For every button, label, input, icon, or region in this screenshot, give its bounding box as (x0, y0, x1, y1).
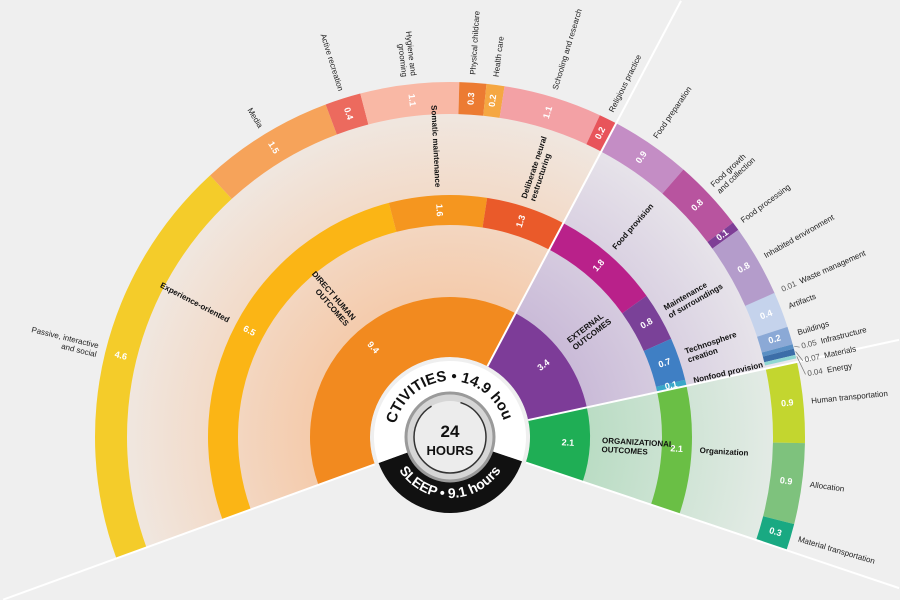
ring-segment-nonfood-provision (655, 379, 687, 393)
label-materials: Materials (823, 344, 857, 360)
value-nonfood-provision: 0.1 (664, 379, 678, 392)
value-passive-interactive-and-social: 4.6 (114, 350, 129, 363)
ring-segment-passive-interactive-and-social (94, 175, 232, 559)
label-energy: Energy (826, 361, 853, 374)
leader-line (794, 345, 800, 348)
ring-segment-schooling-and-research (499, 86, 600, 145)
label-food-growth-and-collection: Food growthand collection (709, 149, 757, 196)
leader-line (795, 351, 804, 361)
ring-segment-food-preparation (601, 123, 684, 194)
value-allocation: 0.9 (779, 475, 793, 487)
label-physical-childcare: Physical childcare (469, 10, 482, 75)
label-allocation: Allocation (809, 480, 845, 494)
wedge-external-outcomes (487, 123, 797, 421)
separator-line (486, 0, 682, 367)
value-health-care: 0.2 (487, 94, 499, 108)
ring-segment-organizational-outcomes (525, 407, 591, 482)
value-active-recreation: 0.4 (342, 106, 355, 121)
label-food-preparation: Food preparation (652, 85, 694, 140)
value-organization: 2.1 (670, 444, 683, 455)
ring-segment-food-growth-and-collection (662, 169, 733, 242)
ring-segment-hygiene-and-grooming (360, 81, 460, 125)
ring-segment-deliberate-neural-restructuring (482, 197, 564, 250)
ring-segment-technosphere-creation (643, 338, 686, 387)
label-food-processing: Food processing (739, 182, 792, 224)
label-buildings: Buildings (796, 319, 830, 337)
ring-segment-maintenance-of-surroundings (622, 295, 672, 351)
ring-segment-buildings (757, 326, 793, 353)
label-organizational-outcomes: ORGANIZATIONALOUTCOMES (601, 436, 674, 458)
value-technosphere-creation: 0.7 (657, 356, 672, 370)
total-hours-value: 24 (441, 422, 460, 441)
label-hygiene-and-grooming: Hygiene andgrooming (395, 31, 418, 78)
value-infrastructure: 0.05 (800, 338, 818, 351)
ring-segment-experience-oriented (208, 202, 397, 520)
ring-segment-allocation (763, 442, 805, 525)
ring-segment-inhabited-environment (712, 229, 775, 306)
value-physical-childcare: 0.3 (466, 92, 477, 105)
value-artifacts: 0.4 (759, 308, 774, 322)
value-schooling-and-research: 1.1 (541, 105, 554, 120)
value-buildings: 0.2 (767, 333, 782, 346)
label-media: Media (245, 106, 264, 130)
ring-segment-external-outcomes (487, 313, 587, 421)
separator-line (525, 461, 900, 590)
label-somatic-maintenance: Somatic maintenance (429, 105, 442, 188)
value-waste-management: 0.01 (780, 279, 798, 294)
separator-line (527, 338, 900, 422)
ring-segment-health-care (483, 83, 505, 118)
ring-segment-direct-human-outcomes (310, 296, 516, 485)
ring-segment-religious-practice (586, 115, 617, 152)
value-human-transportation: 0.9 (781, 398, 794, 409)
ring-segment-food-processing (707, 222, 739, 249)
label-active-recreation: Active recreation (319, 33, 346, 93)
ring-segment-somatic-maintenance (388, 194, 488, 232)
label-passive-interactive-and-social: Passive, interactiveand social (28, 325, 100, 359)
value-religious-practice: 0.2 (593, 125, 608, 141)
label-inhabited-environment: Inhabited environment (763, 213, 837, 261)
rings (94, 81, 805, 559)
value-somatic-maintenance: 1.6 (434, 204, 445, 217)
ring-segment-food-provision (549, 223, 647, 314)
ring-segment-infrastructure (761, 344, 794, 357)
ring-segment-organization (650, 385, 692, 515)
label-schooling-and-research: Schooling and research (551, 8, 584, 91)
ring-segment-materials (762, 348, 796, 363)
ring-segment-material-transportation (756, 516, 795, 551)
leader-line (796, 356, 806, 375)
ring-segment-human-transportation (765, 361, 805, 444)
value-deliberate-neural-restructuring: 1.3 (514, 214, 527, 229)
label-health-care: Health care (492, 35, 506, 77)
label-waste-management: Waste management (798, 248, 868, 285)
label-human-transportation: Human transportation (811, 389, 888, 405)
ring-segment-physical-childcare (458, 82, 487, 116)
clock-arrow-icon (413, 400, 487, 474)
value-hygiene-and-grooming: 1.1 (406, 93, 417, 107)
total-hours-unit: HOURS (427, 443, 474, 458)
value-materials: 0.07 (804, 352, 822, 364)
ring-segment-energy (764, 354, 797, 366)
label-material-transportation: Material transportation (797, 535, 876, 566)
value-energy: 0.04 (807, 366, 824, 378)
separator-line (2, 463, 376, 600)
label-organization: Organization (699, 446, 748, 458)
label-artifacts: Artifacts (787, 292, 817, 311)
value-organizational-outcomes: 2.1 (561, 438, 574, 449)
ring-segment-active-recreation (325, 93, 369, 135)
ring-segment-media (210, 104, 337, 199)
value-material-transportation: 0.3 (768, 526, 783, 539)
ring-segment-artifacts (745, 292, 788, 337)
